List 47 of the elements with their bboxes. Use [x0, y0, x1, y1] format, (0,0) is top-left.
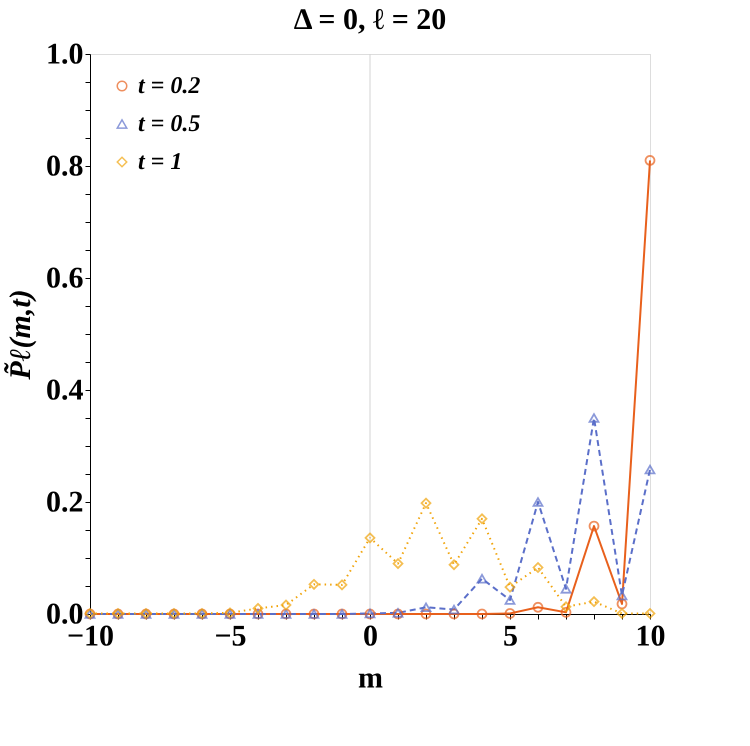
legend-label: t = 0.5	[138, 111, 200, 137]
point	[420, 602, 432, 612]
legend-label: t = 1	[138, 149, 182, 175]
point	[448, 559, 460, 570]
point	[336, 580, 348, 590]
point	[532, 602, 544, 613]
point	[476, 608, 488, 620]
point	[588, 520, 600, 532]
point	[588, 596, 600, 608]
y-axis-title: P̃ℓ(m,t)	[4, 289, 37, 381]
x-tick-label: 10	[636, 620, 666, 652]
point	[252, 603, 264, 614]
point	[392, 558, 404, 569]
point	[476, 574, 488, 584]
point	[448, 608, 460, 620]
x-tick-label: 5	[503, 620, 518, 652]
point	[280, 600, 292, 610]
point	[504, 608, 516, 619]
point	[504, 582, 516, 592]
y-tick-label: 1.0	[46, 38, 84, 70]
point	[308, 578, 320, 590]
y-tick-label: 0.8	[46, 150, 84, 182]
point	[560, 601, 572, 612]
point	[364, 532, 376, 544]
point	[644, 155, 656, 166]
x-tick-label: 0	[363, 620, 378, 652]
point	[420, 498, 432, 508]
point	[420, 608, 432, 620]
y-tick-label: 0.6	[46, 262, 84, 294]
point	[560, 584, 572, 594]
x-tick-label: −5	[214, 620, 247, 652]
point	[588, 413, 600, 423]
chart-title: Δ = 0, ℓ = 20	[294, 3, 446, 36]
point	[532, 562, 544, 573]
point	[616, 608, 628, 619]
point	[644, 464, 656, 474]
y-tick-label: 0.4	[46, 374, 84, 406]
point	[560, 606, 572, 618]
point	[644, 608, 656, 619]
y-tick-label: 0.2	[46, 486, 84, 518]
x-axis-title: m	[358, 662, 383, 694]
legend-label: t = 0.2	[138, 73, 200, 99]
point	[532, 497, 544, 507]
point	[476, 513, 488, 524]
point	[616, 598, 628, 610]
point	[504, 595, 516, 605]
point	[448, 604, 460, 614]
